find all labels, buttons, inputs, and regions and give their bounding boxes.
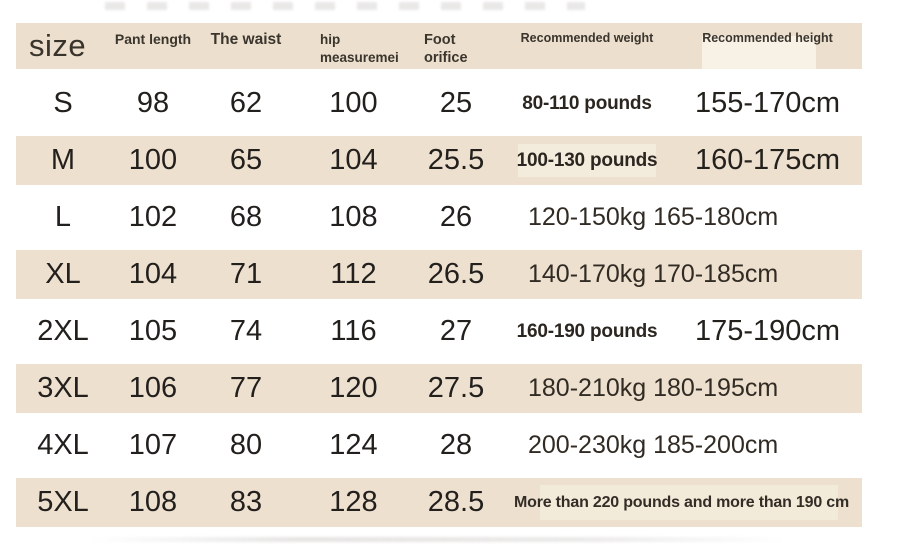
table-row-4xl: 4XL 107 80 124 28 200-230kg 185-200cm	[16, 417, 862, 474]
hip-cell: 116	[330, 315, 377, 347]
table-row-l: L 102 68 108 26 120-150kg 165-180cm	[16, 189, 862, 246]
foot-orifice-cell: 26	[439, 201, 473, 233]
foot-orifice-cell: 26.5	[427, 258, 485, 290]
waist-cell: 74	[229, 315, 263, 347]
hip-header-line1: hip	[320, 32, 341, 47]
hip-header-line2: measuremei	[320, 49, 399, 65]
height-cell: 155-170cm	[694, 87, 841, 119]
foot-orifice-cell: 28.5	[427, 486, 485, 518]
column-header-size: size	[29, 28, 87, 63]
foot-orifice-cell: 25.5	[427, 144, 485, 176]
pant-length-cell: 104	[128, 258, 178, 290]
edit-patch-header-height	[702, 36, 816, 69]
foot-orifice-cell: 25	[439, 87, 473, 119]
table-header-row: size Pant length The waist hip measuremei…	[16, 23, 862, 69]
edit-patch-row-m-weight	[518, 144, 656, 177]
size-cell: S	[53, 87, 73, 119]
size-cell: L	[54, 201, 72, 233]
column-header-hip-measurement: hip measuremei	[296, 23, 411, 69]
size-cell: 3XL	[37, 372, 89, 404]
weight-height-cell: 200-230kg 185-200cm	[528, 431, 779, 459]
hip-cell: 104	[329, 144, 378, 176]
size-chart-table: size Pant length The waist hip measuremei…	[16, 23, 862, 531]
foot-orifice-cell: 27	[439, 315, 473, 347]
pant-length-cell: 98	[136, 87, 170, 119]
edit-patch-row-5xl	[540, 485, 838, 520]
hip-cell: 100	[329, 87, 378, 119]
waist-cell: 62	[229, 87, 263, 119]
foot-header-line1: Foot	[424, 32, 456, 48]
size-cell: 5XL	[37, 486, 89, 518]
table-row-2xl: 2XL 105 74 116 27 160-190 pounds 175-190…	[16, 303, 862, 360]
column-header-recommended-height: Recommended height	[702, 31, 833, 45]
waist-cell: 80	[229, 429, 263, 461]
cropped-text-remnant	[105, 2, 585, 10]
weight-height-cell: 140-170kg 170-185cm	[528, 260, 779, 288]
column-header-foot-orifice: Foot orifice	[411, 23, 501, 69]
waist-cell: 77	[229, 372, 263, 404]
foot-orifice-cell: 28	[439, 429, 473, 461]
hip-cell: 112	[330, 258, 377, 290]
column-header-pant-length: Pant length	[114, 31, 192, 47]
size-cell: 4XL	[37, 429, 89, 461]
height-cell: 175-190cm	[694, 315, 841, 347]
size-cell: 2XL	[37, 315, 89, 347]
table-row-s: S 98 62 100 25 80-110 pounds 155-170cm	[16, 75, 862, 132]
column-header-recommended-weight: Recommended weight	[520, 31, 654, 45]
column-header-waist: The waist	[210, 31, 282, 48]
table-row-5xl: 5XL 108 83 128 28.5 More than 220 pounds…	[16, 474, 862, 531]
waist-cell: 83	[229, 486, 263, 518]
hip-cell: 120	[329, 372, 378, 404]
hip-cell: 124	[329, 429, 378, 461]
size-cell: XL	[45, 258, 81, 290]
weight-height-cell: More than 220 pounds and more than 190 c…	[514, 493, 849, 511]
table-row-3xl: 3XL 106 77 120 27.5 180-210kg 180-195cm	[16, 360, 862, 417]
pant-length-cell: 102	[128, 201, 178, 233]
cropped-artifact	[90, 537, 790, 542]
pant-length-cell: 105	[128, 315, 178, 347]
waist-cell: 71	[229, 258, 263, 290]
waist-cell: 65	[229, 144, 263, 176]
pant-length-cell: 107	[128, 429, 178, 461]
hip-cell: 128	[329, 486, 378, 518]
weight-cell: 100-130 pounds	[516, 149, 658, 171]
pant-length-cell: 100	[128, 144, 178, 176]
foot-header-line2: orifice	[424, 50, 468, 67]
pant-length-cell: 108	[128, 486, 178, 518]
waist-cell: 68	[229, 201, 263, 233]
weight-height-cell: 120-150kg 165-180cm	[528, 203, 779, 231]
table-row-m: M 100 65 104 25.5 100-130 pounds 160-175…	[16, 132, 862, 189]
foot-orifice-cell: 27.5	[427, 372, 485, 404]
table-row-xl: XL 104 71 112 26.5 140-170kg 170-185cm	[16, 246, 862, 303]
size-cell: M	[50, 144, 76, 176]
weight-cell: 80-110 pounds	[522, 92, 652, 114]
height-cell: 160-175cm	[694, 144, 841, 176]
hip-cell: 108	[329, 201, 378, 233]
weight-cell: 160-190 pounds	[516, 320, 658, 342]
weight-height-cell: 180-210kg 180-195cm	[528, 374, 779, 402]
pant-length-cell: 106	[128, 372, 178, 404]
